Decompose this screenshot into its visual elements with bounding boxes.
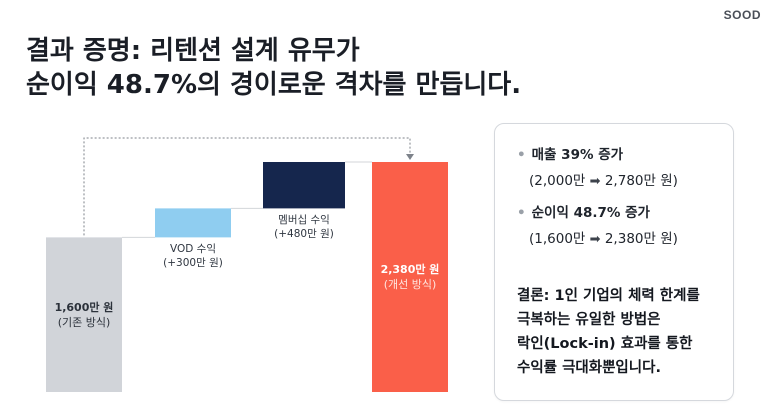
stat-revenue: • 매출 39% 증가 (2,000만 ➡ 2,780만 원) [517,146,678,191]
label-vod-value: VOD 수익 [169,243,216,256]
stat-profit-head: 순이익 48.7% 증가 [531,205,650,221]
bar-final [372,162,448,392]
summary-card: • 매출 39% 증가 (2,000만 ➡ 2,780만 원) • 순이익 48.7… [494,123,734,401]
label-vod-sub: (+300만 원) [163,257,223,270]
label-final-sub: (개선 방식) [383,278,437,291]
label-membership: 멤버십 수익 (+480만 원) [257,213,351,241]
stat-revenue-head: 매출 39% 증가 [531,147,624,163]
label-membership-sub: (+480만 원) [274,228,334,241]
label-final: 2,380만 원 (개선 방식) [372,262,448,292]
conclusion-line-1: 결론: 1인 기업의 체력 한계를 [517,288,700,304]
label-base: 1,600만 원 (기존 방식) [46,300,122,330]
bar-vod [155,208,231,238]
label-vod: VOD 수익 (+300만 원) [145,242,241,270]
stat-revenue-from: (2,000만 [529,173,586,189]
bullet-icon: • [517,147,526,163]
conclusion-line-2: 극복하는 유일한 방법은 [517,312,661,328]
label-base-sub: (기존 방식) [57,316,111,329]
bar-base [46,237,122,392]
arrow-head-icon [406,154,414,160]
conclusion-line-4: 수익률 극대화뿐입니다. [517,360,661,376]
page-title: 결과 증명: 리텐션 설계 유무가 순이익 48.7%의 경이로운 격차를 만듭… [26,34,636,102]
bullet-icon: • [517,205,526,221]
stat-profit-from: (1,600만 [529,231,586,247]
title-line-1: 결과 증명: 리텐션 설계 유무가 [26,36,360,66]
right-arrow-icon: ➡ [589,174,601,189]
comparison-arrow [83,137,411,236]
brand-logo: SOOD [723,8,761,22]
stat-profit: • 순이익 48.7% 증가 (1,600만 ➡ 2,380만 원) [517,204,678,249]
label-membership-value: 멤버십 수익 [278,214,330,227]
label-base-value: 1,600만 원 [54,301,114,314]
title-line-2: 순이익 48.7%의 경이로운 격차를 만듭니다. [26,70,522,100]
conclusion-text: 결론: 1인 기업의 체력 한계를 극복하는 유일한 방법은 락인(Lock-i… [517,284,727,380]
stat-revenue-to: 2,780만 원) [604,173,678,189]
label-final-value: 2,380만 원 [380,263,440,276]
right-arrow-icon: ➡ [589,232,601,247]
bar-membership [263,162,345,209]
stat-profit-to: 2,380만 원) [604,231,678,247]
conclusion-line-3: 락인(Lock-in) 효과를 통한 [517,336,693,352]
